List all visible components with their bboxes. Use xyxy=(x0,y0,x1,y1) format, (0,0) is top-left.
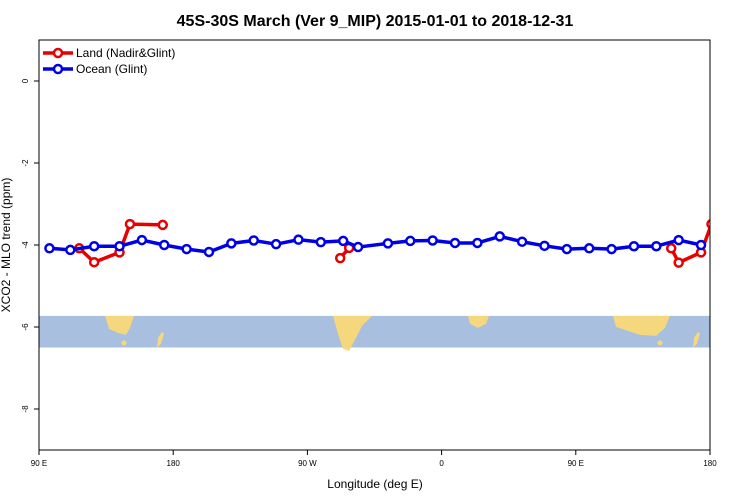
data-point xyxy=(539,240,550,252)
data-point xyxy=(124,218,136,230)
data-point xyxy=(270,238,282,250)
data-point xyxy=(315,236,327,248)
map-landmass xyxy=(468,315,489,328)
data-point xyxy=(706,219,710,230)
chart-title: 45S-30S March (Ver 9_MIP) 2015-01-01 to … xyxy=(177,13,574,30)
map-island xyxy=(121,340,127,346)
data-point xyxy=(561,243,573,255)
data-point xyxy=(88,256,100,268)
data-point xyxy=(673,257,684,268)
data-point xyxy=(382,238,394,249)
legend-marker xyxy=(52,47,64,59)
data-point xyxy=(427,235,438,246)
data-point xyxy=(136,234,148,246)
map-landmass xyxy=(613,315,670,336)
data-point xyxy=(337,235,349,247)
y-tick-label: 0 xyxy=(21,78,30,83)
data-point xyxy=(88,240,100,252)
data-point xyxy=(449,237,461,249)
y-tick-label: -4 xyxy=(21,241,30,249)
data-point xyxy=(293,234,304,245)
map-landmass xyxy=(105,315,134,335)
x-tick-label: 0 xyxy=(439,459,444,468)
map-strip xyxy=(39,315,710,351)
data-point xyxy=(226,238,237,249)
y-tick-label: -2 xyxy=(21,159,30,167)
data-point xyxy=(494,231,506,242)
x-tick-label: 180 xyxy=(703,459,717,468)
y-axis-label: XCO2 - MLO trend (ppm) xyxy=(0,178,13,313)
map-ocean xyxy=(39,315,710,348)
map-island xyxy=(657,340,663,346)
map-island xyxy=(157,331,164,348)
data-point xyxy=(181,243,192,255)
x-tick-label: 90 E xyxy=(568,459,584,468)
y-axis: 0 -2 -4 -6 -8 xyxy=(21,78,39,413)
x-axis-label: Longitude (deg E) xyxy=(327,477,422,491)
legend-marker xyxy=(52,63,64,75)
data-point xyxy=(673,234,684,246)
data-point xyxy=(472,237,483,249)
data-point xyxy=(334,252,346,264)
data-point xyxy=(405,235,416,247)
data-point xyxy=(157,219,169,231)
data-point xyxy=(628,240,640,252)
legend-label: Ocean (Glint) xyxy=(76,62,147,76)
x-tick-label: 90 W xyxy=(298,459,317,468)
data-point xyxy=(159,239,170,251)
data-point xyxy=(606,243,617,255)
data-point xyxy=(65,244,76,256)
data-point xyxy=(651,240,662,252)
y-tick-label: -6 xyxy=(21,323,30,331)
data-point xyxy=(743,221,750,229)
series-1 xyxy=(44,231,707,258)
x-axis: 90 E 180 90 W 0 90 E 180 xyxy=(31,450,717,468)
data-point xyxy=(203,246,215,258)
data-point xyxy=(44,243,55,254)
y-tick-label: -8 xyxy=(21,405,30,413)
map-land xyxy=(105,315,700,351)
map-island xyxy=(693,331,700,348)
data-point xyxy=(516,236,528,247)
x-tick-label: 180 xyxy=(167,459,181,468)
x-tick-label: 90 E xyxy=(31,459,47,468)
legend: Land (Nadir&Glint) Ocean (Glint) xyxy=(43,46,175,76)
data-point xyxy=(583,243,595,254)
series-line xyxy=(49,234,702,254)
map-landmass xyxy=(333,315,372,351)
data-point xyxy=(665,243,677,254)
data-point xyxy=(695,239,707,251)
data-point xyxy=(352,241,364,253)
series-layer xyxy=(44,218,750,268)
data-point xyxy=(248,235,259,246)
legend-label: Land (Nadir&Glint) xyxy=(76,46,175,60)
data-point xyxy=(114,240,125,252)
